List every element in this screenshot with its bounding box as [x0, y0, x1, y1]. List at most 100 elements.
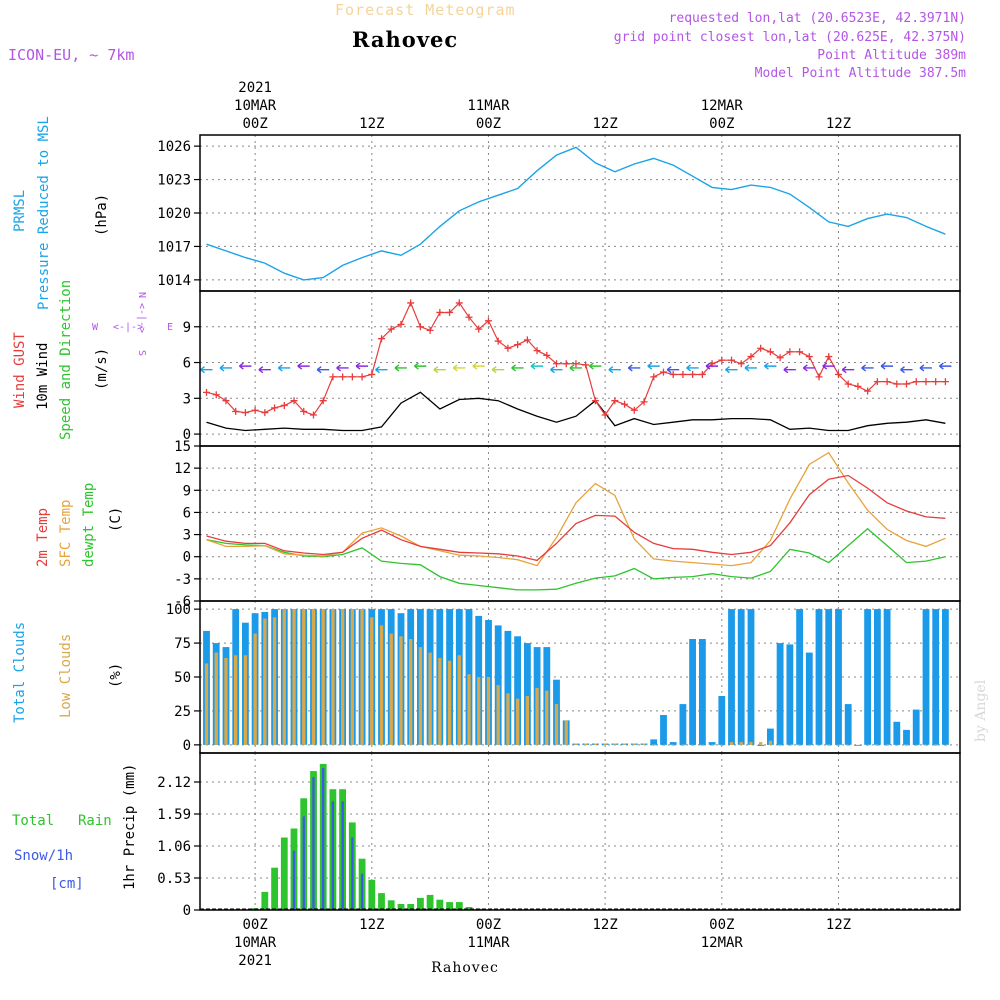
wind-direction-arrow-23 — [647, 362, 660, 370]
wind-gust-marker-51 — [698, 370, 706, 378]
wind-direction-arrow-24 — [666, 366, 680, 374]
total-cloud-bar-52 — [708, 742, 716, 745]
temp-2m-line — [206, 474, 946, 562]
pressure-ytick-label-4: 1026 — [157, 139, 191, 155]
wind-gust-marker-43 — [621, 400, 629, 408]
total-cloud-bar-76 — [942, 609, 949, 745]
wind-gust-marker-5 — [251, 406, 259, 414]
wind-direction-arrow-22 — [627, 364, 641, 372]
temp-ytick-label-5: 0 — [183, 550, 191, 566]
label-rain: Rain — [78, 813, 112, 829]
top-axis-hour-2: 00Z — [476, 116, 501, 132]
bottom-axis-year-0: 2021 — [238, 953, 272, 969]
top-axis-date-4: 12MAR — [701, 98, 744, 114]
wind-direction-arrow-33 — [841, 366, 855, 374]
label-wind-unit: (m/s) — [94, 348, 110, 390]
wind-gust-marker-7 — [271, 404, 279, 412]
label-precip-axis: 1hr Precip (mm) — [122, 764, 138, 890]
wind-direction-arrow-32 — [822, 362, 835, 370]
wind-direction-arrow-6 — [316, 366, 330, 374]
wind-direction-arrow-20 — [588, 362, 602, 370]
low-cloud-bar-24 — [438, 658, 442, 745]
label-pressure-unit: (hPa) — [94, 194, 110, 236]
wind-direction-arrow-2 — [238, 362, 252, 370]
compass-arrows-horizontal: <-|-> — [113, 322, 143, 333]
wind-gust-marker-8 — [280, 401, 288, 409]
wind-gust-marker-25 — [446, 308, 454, 316]
wind-gust-marker-13 — [329, 373, 337, 381]
wind-gust-marker-23 — [426, 326, 434, 334]
total-cloud-bar-60 — [786, 644, 794, 745]
pressure-panel: 1014 1017 1020 1023 1026 — [157, 134, 961, 292]
wind-gust-marker-57 — [757, 344, 765, 352]
low-cloud-bar-13 — [331, 609, 335, 745]
rain-bar-25 — [446, 902, 453, 910]
low-cloud-bar-29 — [486, 677, 491, 745]
wind-gust-marker-47 — [659, 368, 667, 376]
wind-gust-marker-34 — [533, 347, 541, 355]
wind-gust-marker-76 — [941, 378, 949, 386]
total-cloud-bar-68 — [864, 609, 871, 745]
low-cloud-bar-45 — [642, 743, 646, 745]
snow-bar-16 — [360, 873, 364, 910]
temp-ytick-label-4: 3 — [183, 528, 191, 544]
wind-ytick-label-3: 9 — [183, 320, 191, 336]
total-cloud-bar-54 — [728, 609, 735, 745]
wind-gust-marker-30 — [494, 337, 502, 345]
wind-gust-marker-3 — [232, 407, 240, 415]
wind-direction-arrow-7 — [336, 364, 349, 372]
wind-direction-arrow-12 — [433, 366, 446, 374]
low-cloud-bar-43 — [622, 743, 627, 745]
rain-bar-27 — [465, 907, 473, 910]
wind-direction-arrow-16 — [511, 364, 524, 372]
bottom-axis-hour-4: 00Z — [709, 917, 734, 933]
snow-bar-12 — [322, 768, 325, 910]
low-cloud-bar-72 — [904, 744, 909, 746]
low-cloud-bar-49 — [681, 744, 685, 746]
total-cloud-bar-31 — [504, 630, 512, 745]
wind-gust-marker-59 — [776, 354, 784, 362]
wind-direction-arrow-31 — [802, 364, 816, 372]
temp-ytick-label-0: 15 — [174, 439, 191, 455]
header-location: Rahovec — [352, 27, 458, 52]
total-cloud-bar-33 — [524, 643, 531, 745]
low-cloud-bar-4 — [243, 655, 248, 745]
low-cloud-bar-50 — [691, 744, 695, 746]
wind-direction-arrow-35 — [880, 362, 894, 370]
wind-speed-line — [206, 391, 946, 432]
wind-gust-marker-50 — [689, 370, 697, 378]
snow-bar-15 — [351, 837, 354, 910]
wind-gust-marker-15 — [348, 373, 356, 381]
dewpoint-temp-line — [206, 527, 946, 591]
wind-gust-marker-72 — [903, 380, 911, 388]
wind-gust-marker-56 — [747, 353, 755, 361]
wind-direction-arrow-0 — [200, 366, 213, 374]
wind-direction-arrow-9 — [375, 366, 388, 374]
label-speed-direction: Speed and Direction — [58, 280, 74, 440]
wind-gust-marker-62 — [805, 353, 813, 361]
wind-direction-arrow-38 — [938, 362, 952, 370]
wind-gust-marker-4 — [241, 409, 249, 417]
total-cloud-bar-56 — [747, 609, 755, 745]
rain-bar-7 — [271, 867, 278, 910]
low-cloud-bar-73 — [914, 744, 918, 746]
wind-gust-marker-69 — [873, 378, 881, 386]
precip-ytick-label-1: 0.53 — [157, 871, 191, 887]
wind-gust-marker-75 — [932, 378, 940, 386]
wind-gust-marker-67 — [854, 382, 862, 390]
low-cloud-bar-33 — [525, 696, 529, 745]
total-cloud-bar-74 — [922, 609, 930, 745]
total-cloud-bar-46 — [650, 739, 658, 745]
low-cloud-bar-47 — [661, 744, 666, 746]
low-cloud-bar-62 — [807, 744, 811, 746]
wind-gust-marker-44 — [630, 406, 638, 414]
low-cloud-bar-61 — [797, 744, 802, 746]
low-cloud-bar-21 — [409, 639, 413, 745]
low-cloud-bar-14 — [341, 609, 345, 745]
low-cloud-bar-6 — [263, 618, 267, 745]
top-time-axis: 00Z 10MAR 2021 12Z 00Z 11MAR 12Z 00Z 12MAR 12Z — [234, 80, 851, 132]
wind-gust-marker-70 — [883, 378, 891, 386]
pressure-ytick-label-0: 1014 — [157, 273, 191, 289]
rain-bar-6 — [261, 891, 269, 910]
